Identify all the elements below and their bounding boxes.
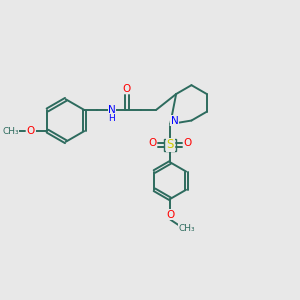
Text: O: O	[148, 138, 157, 148]
Text: O: O	[184, 138, 192, 148]
Text: O: O	[122, 84, 131, 94]
Text: O: O	[27, 126, 35, 136]
Text: CH₃: CH₃	[2, 127, 19, 136]
FancyBboxPatch shape	[164, 139, 176, 151]
Text: CH₃: CH₃	[178, 224, 195, 233]
Text: S: S	[167, 138, 174, 151]
Text: O: O	[166, 209, 174, 220]
Text: H: H	[109, 114, 115, 123]
Text: N: N	[171, 116, 178, 125]
Text: N: N	[108, 105, 116, 115]
